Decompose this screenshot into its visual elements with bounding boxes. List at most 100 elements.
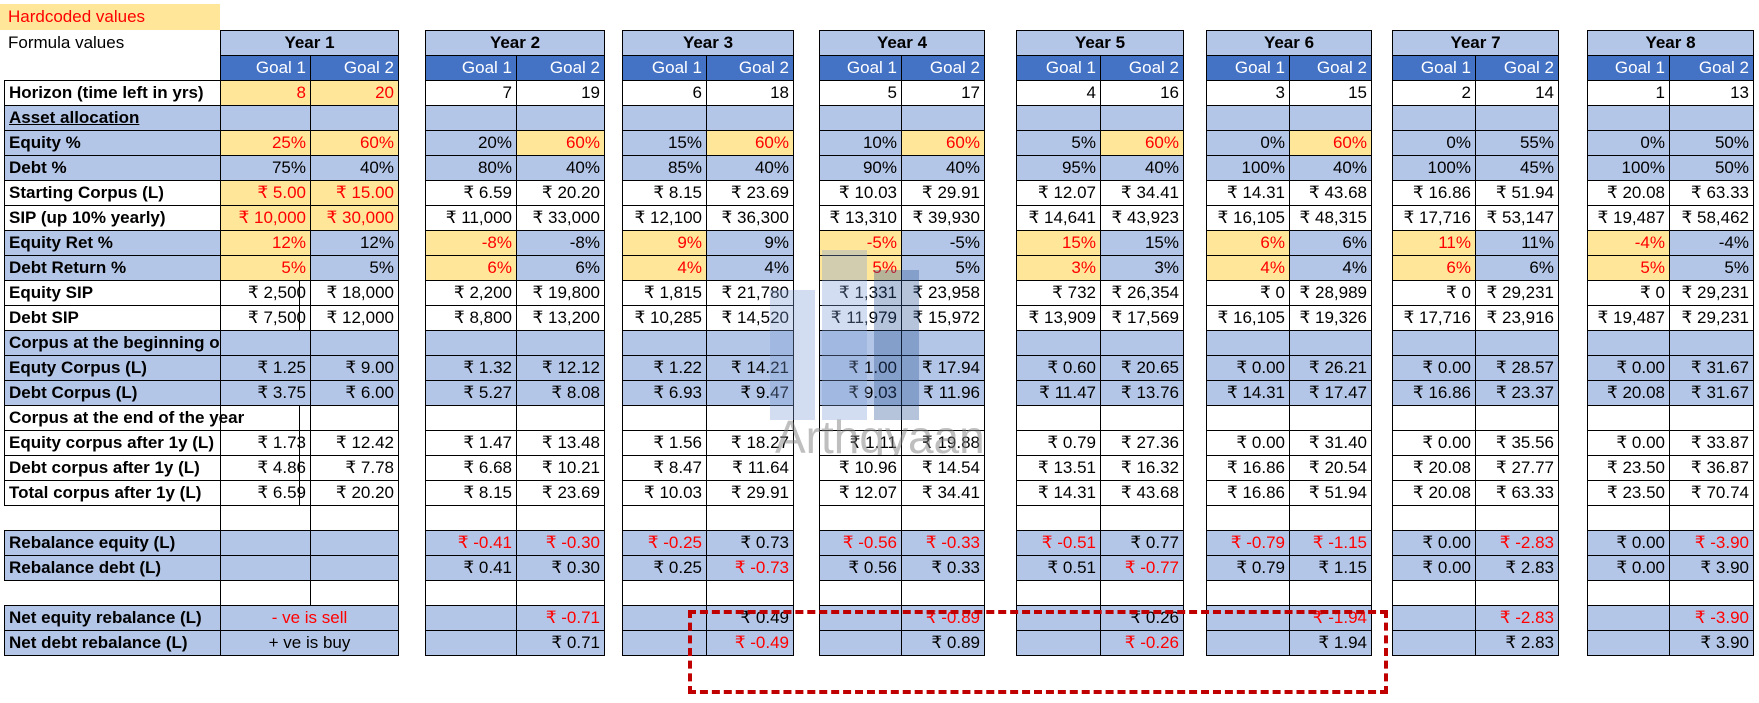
cell-g2-row-22[interactable]: ₹ -0.26 bbox=[1100, 630, 1184, 656]
cell-g2-row-7[interactable]: 6% bbox=[516, 255, 605, 281]
cell-g2-row-4[interactable]: ₹ 63.33 bbox=[1669, 180, 1754, 206]
cell-g1-row-4[interactable]: ₹ 16.86 bbox=[1392, 180, 1476, 206]
cell-g1-row-3[interactable]: 75% bbox=[220, 155, 311, 181]
cell-g1-row-2[interactable]: 5% bbox=[1016, 130, 1101, 156]
cell-g1-row-11[interactable]: ₹ 0.00 bbox=[1206, 355, 1290, 381]
cell-g1-row-6[interactable]: 9% bbox=[622, 230, 707, 256]
cell-g1-row-22[interactable] bbox=[425, 630, 517, 656]
cell-g1-row-11[interactable]: ₹ 0.00 bbox=[1587, 355, 1670, 381]
cell-g2-row-22[interactable]: ₹ -0.49 bbox=[706, 630, 794, 656]
cell-g2-row-22[interactable]: ₹ 1.94 bbox=[1289, 630, 1372, 656]
cell-g2-row-7[interactable]: 6% bbox=[1475, 255, 1559, 281]
cell-g1-row-12[interactable]: ₹ 16.86 bbox=[1392, 380, 1476, 406]
cell-g2-row-5[interactable]: ₹ 30,000 bbox=[310, 205, 399, 231]
cell-g2-row-14[interactable]: ₹ 27.36 bbox=[1100, 430, 1184, 456]
cell-g1-row-11[interactable]: ₹ 1.00 bbox=[819, 355, 902, 381]
cell-g1-row-21[interactable] bbox=[622, 605, 707, 631]
cell-g2-row-10[interactable] bbox=[901, 330, 985, 356]
cell-g2-row-7[interactable]: 5% bbox=[310, 255, 399, 281]
cell-g2-row-13[interactable] bbox=[1669, 405, 1754, 431]
cell-g1-row-10[interactable] bbox=[819, 330, 902, 356]
cell-g2-row-6[interactable]: -5% bbox=[901, 230, 985, 256]
cell-g1-row-22[interactable] bbox=[1392, 630, 1476, 656]
cell-g1-row-10[interactable] bbox=[1016, 330, 1101, 356]
cell-g2-row-11[interactable]: ₹ 9.00 bbox=[310, 355, 399, 381]
cell-g2-row-14[interactable]: ₹ 35.56 bbox=[1475, 430, 1559, 456]
cell-g2-row-21[interactable]: ₹ -2.83 bbox=[1475, 605, 1559, 631]
cell-g2-row-20[interactable] bbox=[901, 580, 985, 606]
cell-g2-row-8[interactable]: ₹ 18,000 bbox=[310, 280, 399, 306]
cell-g1-row-17[interactable] bbox=[1392, 505, 1476, 531]
cell-g1-row-18[interactable]: ₹ -0.25 bbox=[622, 530, 707, 556]
cell-g2-row-7[interactable]: 3% bbox=[1100, 255, 1184, 281]
cell-g1-row-19[interactable]: ₹ 0.25 bbox=[622, 555, 707, 581]
cell-g1-row-17[interactable] bbox=[425, 505, 517, 531]
cell-g1-row-20[interactable] bbox=[819, 580, 902, 606]
cell-g2-row-11[interactable]: ₹ 31.67 bbox=[1669, 355, 1754, 381]
cell-g1-row-17[interactable] bbox=[1016, 505, 1101, 531]
cell-g1-row-14[interactable]: ₹ 0.00 bbox=[1587, 430, 1670, 456]
cell-g2-row-15[interactable]: ₹ 11.64 bbox=[706, 455, 794, 481]
cell-g1-row-13[interactable] bbox=[1392, 405, 1476, 431]
cell-g2-row-0[interactable]: 18 bbox=[706, 80, 794, 106]
cell-g2-row-12[interactable]: ₹ 17.47 bbox=[1289, 380, 1372, 406]
cell-g1-row-0[interactable]: 6 bbox=[622, 80, 707, 106]
cell-g2-row-22[interactable]: ₹ 2.83 bbox=[1475, 630, 1559, 656]
cell-g2-row-9[interactable]: ₹ 23,916 bbox=[1475, 305, 1559, 331]
cell-g1-row-6[interactable]: -5% bbox=[819, 230, 902, 256]
cell-g1-row-9[interactable]: ₹ 13,909 bbox=[1016, 305, 1101, 331]
cell-g1-row-1[interactable] bbox=[819, 105, 902, 131]
cell-g2-row-17[interactable] bbox=[310, 505, 399, 531]
cell-g1-row-7[interactable]: 3% bbox=[1016, 255, 1101, 281]
cell-g2-row-1[interactable] bbox=[1100, 105, 1184, 131]
cell-g1-row-22[interactable] bbox=[819, 630, 902, 656]
cell-g2-row-13[interactable] bbox=[706, 405, 794, 431]
cell-g2-row-5[interactable]: ₹ 43,923 bbox=[1100, 205, 1184, 231]
cell-g1-row-1[interactable] bbox=[1206, 105, 1290, 131]
cell-g1-row-4[interactable]: ₹ 20.08 bbox=[1587, 180, 1670, 206]
cell-g2-row-1[interactable] bbox=[1475, 105, 1559, 131]
cell-g2-row-15[interactable]: ₹ 36.87 bbox=[1669, 455, 1754, 481]
cell-g1-row-9[interactable]: ₹ 10,285 bbox=[622, 305, 707, 331]
cell-g2-row-20[interactable] bbox=[1100, 580, 1184, 606]
cell-g2-row-18[interactable]: ₹ 0.77 bbox=[1100, 530, 1184, 556]
cell-g1-row-18[interactable]: ₹ -0.79 bbox=[1206, 530, 1290, 556]
cell-g1-row-12[interactable]: ₹ 20.08 bbox=[1587, 380, 1670, 406]
cell-g2-row-4[interactable]: ₹ 29.91 bbox=[901, 180, 985, 206]
cell-g2-row-13[interactable] bbox=[1100, 405, 1184, 431]
cell-g2-row-8[interactable]: ₹ 29,231 bbox=[1669, 280, 1754, 306]
cell-g2-row-4[interactable]: ₹ 34.41 bbox=[1100, 180, 1184, 206]
cell-g1-row-0[interactable]: 2 bbox=[1392, 80, 1476, 106]
cell-g2-row-20[interactable] bbox=[706, 580, 794, 606]
cell-g2-row-21[interactable]: ₹ 0.49 bbox=[706, 605, 794, 631]
cell-g1-row-0[interactable]: 1 bbox=[1587, 80, 1670, 106]
cell-g1-row-17[interactable] bbox=[819, 505, 902, 531]
cell-g1-row-20[interactable] bbox=[425, 580, 517, 606]
cell-g1-row-16[interactable]: ₹ 10.03 bbox=[622, 480, 707, 506]
cell-g2-row-14[interactable]: ₹ 13.48 bbox=[516, 430, 605, 456]
cell-g2-row-22[interactable]: ₹ 3.90 bbox=[1669, 630, 1754, 656]
cell-g1-row-11[interactable]: ₹ 0.60 bbox=[1016, 355, 1101, 381]
cell-g1-row-4[interactable]: ₹ 6.59 bbox=[425, 180, 517, 206]
cell-g1-row-8[interactable]: ₹ 1,815 bbox=[622, 280, 707, 306]
cell-g2-row-14[interactable]: ₹ 19.88 bbox=[901, 430, 985, 456]
cell-g2-row-13[interactable] bbox=[1289, 405, 1372, 431]
cell-g1-row-5[interactable]: ₹ 19,487 bbox=[1587, 205, 1670, 231]
cell-g1-row-9[interactable]: ₹ 11,979 bbox=[819, 305, 902, 331]
cell-g1-row-3[interactable]: 85% bbox=[622, 155, 707, 181]
cell-g2-row-14[interactable]: ₹ 18.27 bbox=[706, 430, 794, 456]
cell-g1-row-12[interactable]: ₹ 11.47 bbox=[1016, 380, 1101, 406]
cell-g1-row-13[interactable] bbox=[220, 405, 311, 431]
cell-g1-row-9[interactable]: ₹ 16,105 bbox=[1206, 305, 1290, 331]
cell-g2-row-18[interactable]: ₹ -3.90 bbox=[1669, 530, 1754, 556]
cell-g1-row-17[interactable] bbox=[1206, 505, 1290, 531]
cell-g2-row-16[interactable]: ₹ 51.94 bbox=[1289, 480, 1372, 506]
cell-g2-row-8[interactable]: ₹ 19,800 bbox=[516, 280, 605, 306]
cell-g2-row-21[interactable]: ₹ -0.71 bbox=[516, 605, 605, 631]
cell-g1-row-7[interactable]: 5% bbox=[220, 255, 311, 281]
cell-g2-row-4[interactable]: ₹ 20.20 bbox=[516, 180, 605, 206]
cell-g2-row-16[interactable]: ₹ 34.41 bbox=[901, 480, 985, 506]
cell-g2-row-2[interactable]: 60% bbox=[1100, 130, 1184, 156]
cell-g1-row-21[interactable] bbox=[819, 605, 902, 631]
cell-g2-row-20[interactable] bbox=[516, 580, 605, 606]
